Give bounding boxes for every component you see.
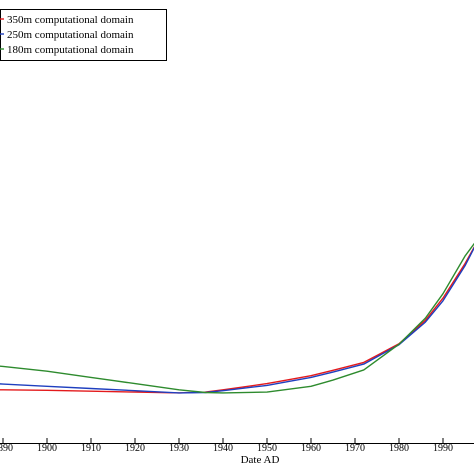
x-tick-label: 1920 xyxy=(125,443,145,454)
legend-box xyxy=(0,9,167,61)
legend-label: 350m computational domain xyxy=(7,14,134,26)
x-axis-title: Date AD xyxy=(241,454,280,466)
tick-labels: 1890 1900 1910 1920 1930 1940 1950 1960 1970 1980… xyxy=(0,443,453,454)
x-tick-label: 1970 xyxy=(345,443,365,454)
tick-marks xyxy=(2,438,444,443)
x-tick-label: 1890 xyxy=(0,443,13,454)
legend-label: 250m computational domain xyxy=(7,29,134,41)
x-tick-label: 1910 xyxy=(81,443,101,454)
series-line xyxy=(0,242,474,394)
x-tick-label: 1940 xyxy=(213,443,233,454)
x-tick-label: 1990 xyxy=(433,443,453,454)
series-lines xyxy=(0,242,474,394)
x-tick-label: 1900 xyxy=(37,443,57,454)
series-line xyxy=(0,246,474,394)
x-tick-label: 1930 xyxy=(169,443,189,454)
legend: 350m computational domain 250m computatio… xyxy=(0,9,167,61)
legend-label: 180m computational domain xyxy=(7,44,134,56)
legend-items: 350m computational domain 250m computatio… xyxy=(0,14,134,56)
x-tick-label: 1950 xyxy=(257,443,277,454)
series-line xyxy=(0,246,474,394)
x-tick-label: 1980 xyxy=(389,443,409,454)
x-tick-label: 1960 xyxy=(301,443,321,454)
